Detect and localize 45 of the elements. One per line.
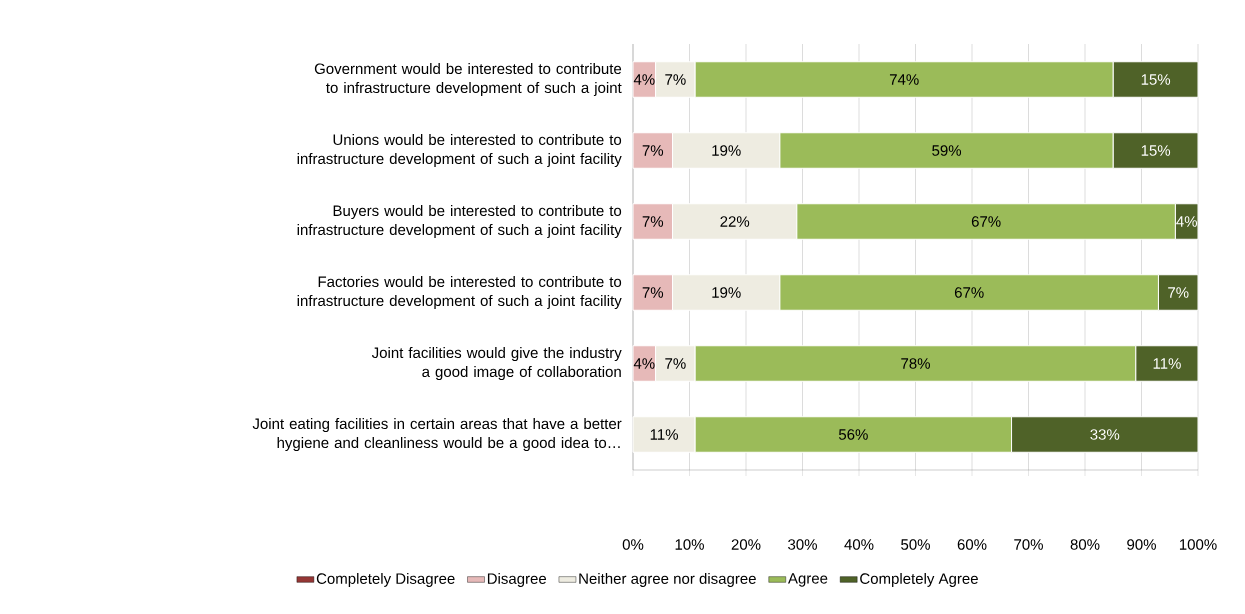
data-label: 7% [1168,287,1189,298]
data-label: 74% [889,74,919,85]
data-label: 56% [838,429,868,440]
y-tick-label: Buyers would be interested to contribute to infrastructure development of such a joint facility [297,205,622,238]
y-tick-label: Factories would be interested to contribute to infrastructure development of such a joint facility [297,276,622,309]
data-label: 7% [642,145,664,156]
legend-label: Neither agree nor disagree [579,572,756,587]
data-label: 78% [901,358,930,369]
data-label: 4% [1176,216,1197,227]
data-label: 15% [1141,145,1171,156]
y-tick-label: Government would be interested to contribute to infrastructure development of such a joint [314,63,622,96]
legend-label: Agree [787,573,828,587]
data-label: 11% [1153,358,1181,369]
data-label: 7% [665,74,686,85]
legend-label: Completely Disagree [316,572,455,587]
y-tick-label: Unions would be interested to contribute to infrastructure development of such a joint facility [297,134,622,167]
data-label: 59% [932,145,962,156]
x-tick-label: 10% [675,539,704,550]
x-tick-label: 50% [901,539,930,550]
y-tick-label: Joint facilities would give the industry a good image of collaboration [371,347,622,380]
x-tick-label: 60% [957,539,987,550]
data-label: 15% [1141,74,1171,85]
data-label: 7% [642,287,664,298]
x-tick-label: 30% [788,539,817,550]
x-tick-label: 70% [1014,539,1043,550]
data-label: 4% [633,358,655,369]
x-tick-label: 20% [731,539,761,550]
data-label: 22% [720,216,750,227]
x-tick-label: 40% [844,539,874,550]
data-label: 33% [1090,429,1120,440]
x-tick-label: 80% [1070,539,1100,550]
data-label: 67% [954,287,984,298]
data-label: 19% [712,145,741,156]
data-label: 19% [712,287,741,298]
legend-label: Disagree [487,572,547,587]
data-label: 7% [642,216,664,227]
x-tick-label: 90% [1127,539,1156,550]
x-tick-label: 0% [622,539,644,550]
data-label: 4% [633,74,655,85]
data-label: 11% [650,429,678,440]
x-tick-label: 100% [1179,539,1217,550]
legend-label: Completely Agree [860,572,978,587]
y-tick-label: Joint eating facilities in certain areas that have a better hygiene and cleanliness would be a good idea to… [252,418,622,451]
data-label: 67% [971,216,1001,227]
data-label: 7% [665,358,686,369]
